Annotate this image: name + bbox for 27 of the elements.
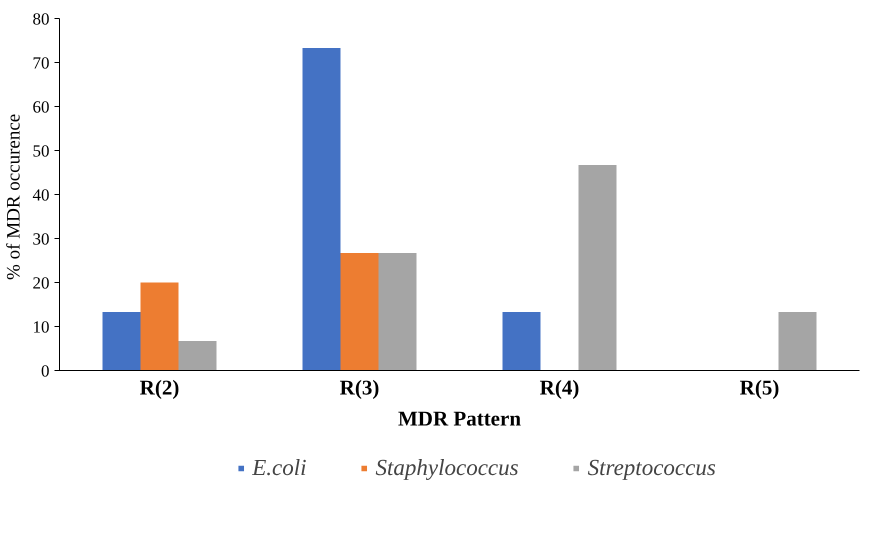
legend-label: E.coli [252, 455, 307, 481]
bar [178, 341, 216, 370]
y-axis-title: % of MDR occurence [4, 114, 24, 280]
x-tick-label: R(5) [740, 376, 780, 400]
x-axis-title: MDR Pattern [398, 406, 522, 430]
x-tick-label: R(2) [140, 376, 180, 400]
y-tick-label: 10 [32, 318, 50, 336]
y-tick-label: 80 [32, 10, 50, 28]
legend-label: Streptococcus [588, 455, 716, 481]
y-tick-label: 0 [41, 362, 50, 380]
bar [778, 312, 816, 370]
y-tick-label: 40 [32, 186, 50, 204]
legend-label: Staphylococcus [376, 455, 519, 481]
bar [140, 282, 178, 370]
bar [102, 312, 140, 370]
y-tick-label: 20 [32, 274, 50, 292]
bar [502, 312, 540, 370]
y-tick-label: 50 [32, 142, 50, 160]
bar [378, 253, 416, 370]
bar [302, 48, 340, 370]
y-tick-label: 70 [32, 54, 50, 72]
x-tick-label: R(4) [540, 376, 580, 400]
x-tick-label: R(3) [340, 376, 380, 400]
bar [578, 165, 616, 370]
y-tick-label: 60 [32, 98, 50, 116]
bar [340, 253, 378, 370]
y-tick-label: 30 [32, 230, 50, 248]
